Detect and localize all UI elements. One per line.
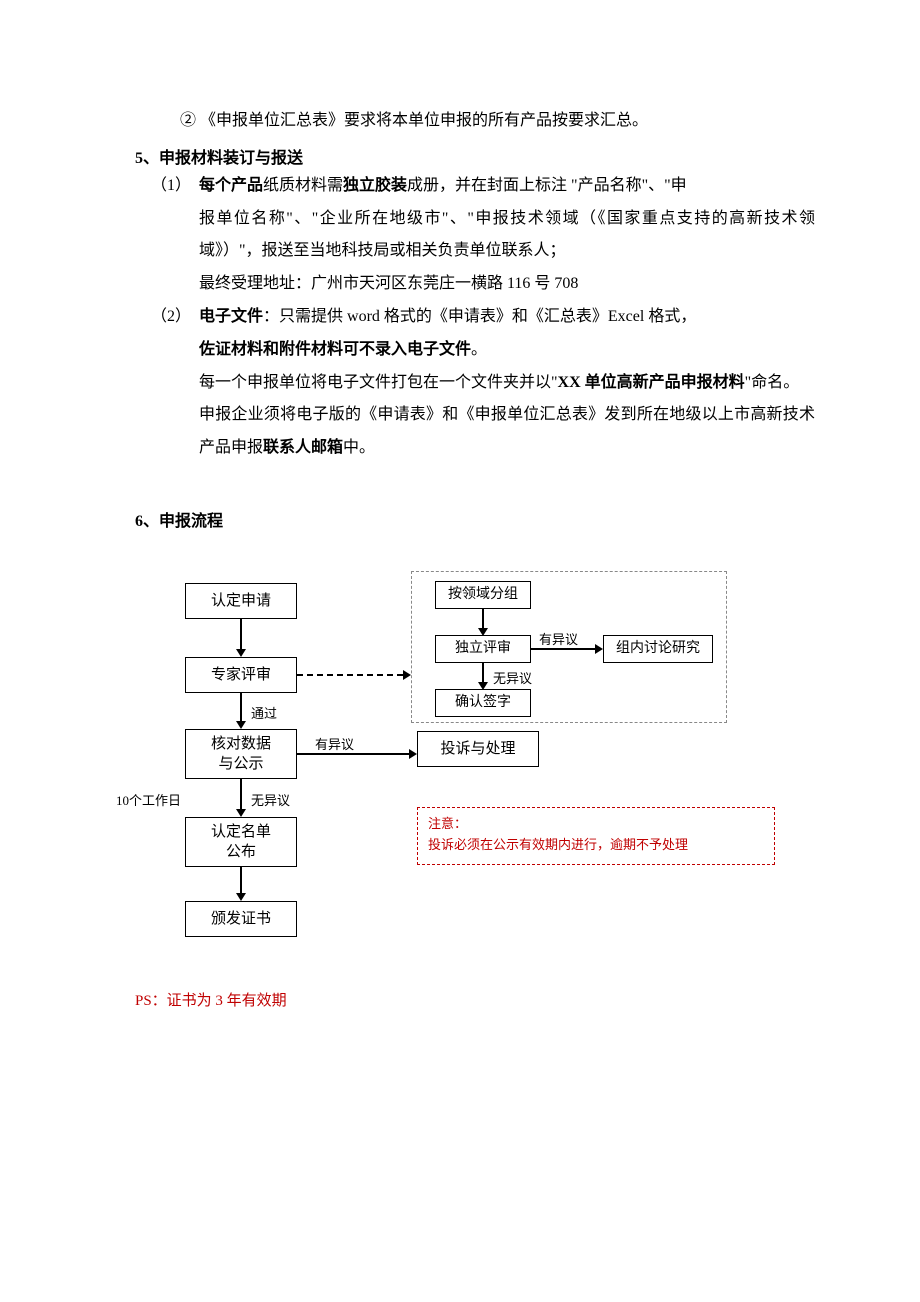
document-page: ② 《申报单位汇总表》要求将本单位申报的所有产品按要求汇总。 5、申报材料装订与… xyxy=(135,105,815,1010)
node-list-announce: 认定名单 公布 xyxy=(185,817,297,867)
item-2: （2）电子文件：只需提供 word 格式的《申请表》和《汇总表》Excel 格式… xyxy=(135,301,815,334)
item-1-cont: 报单位名称"、"企业所在地级市"、"申报技术领域（《国家重点支持的高新技术领域》… xyxy=(135,203,815,269)
arrow-s1-s2 xyxy=(482,609,484,628)
arrow-n2-group-dashed xyxy=(297,674,403,676)
label-has-objection-main: 有异议 xyxy=(315,734,354,753)
item-1-num: （1） xyxy=(151,170,199,203)
node-complaint: 投诉与处理 xyxy=(417,731,539,767)
node-issue-cert: 颁发证书 xyxy=(185,901,297,937)
label-no-objection-sub: 无异议 xyxy=(493,668,532,687)
node-expert-review: 专家评审 xyxy=(185,657,297,693)
subnode-group-by-domain: 按领域分组 xyxy=(435,581,531,609)
subnode-group-discuss: 组内讨论研究 xyxy=(603,635,713,663)
item-2-num: （2） xyxy=(151,301,199,334)
arrow-n2-n3 xyxy=(240,693,242,721)
label-has-objection-sub: 有异议 xyxy=(539,629,578,648)
arrow-n3-n4 xyxy=(240,779,242,809)
item-2-body: 电子文件：只需提供 word 格式的《申请表》和《汇总表》Excel 格式， xyxy=(199,301,811,334)
label-pass: 通过 xyxy=(251,703,277,722)
label-no-objection-main: 无异议 xyxy=(251,790,290,809)
heading-5: 5、申报材料装订与报送 xyxy=(135,144,815,168)
heading-6: 6、申报流程 xyxy=(135,507,815,531)
label-ten-days: 10个工作日 xyxy=(116,790,181,809)
para-circled-2: ② 《申报单位汇总表》要求将本单位申报的所有产品按要求汇总。 xyxy=(135,105,815,138)
note-box: 注意： 投诉必须在公示有效期内进行，逾期不予处理 xyxy=(417,807,775,865)
arrow-n1-n2 xyxy=(240,619,242,649)
item-1: （1）每个产品纸质材料需独立胶装成册，并在封面上标注 "产品名称"、"申 xyxy=(135,170,815,203)
item-2-line3: 每一个申报单位将电子文件打包在一个文件夹并以"XX 单位高新产品申报材料"命名。 xyxy=(135,367,815,400)
note-body: 投诉必须在公示有效期内进行，逾期不予处理 xyxy=(428,837,688,852)
flowchart: 认定申请 专家评审 核对数据 与公示 认定名单 公布 颁发证书 投诉与处理 按领… xyxy=(185,577,815,957)
arrow-s2-s3 xyxy=(482,663,484,682)
item-1-addr: 最终受理地址：广州市天河区东莞庄一横路 116 号 708 xyxy=(135,268,815,301)
item-2-line2: 佐证材料和附件材料可不录入电子文件。 xyxy=(135,334,815,367)
arrow-n4-n5 xyxy=(240,867,242,893)
item-1-body: 每个产品纸质材料需独立胶装成册，并在封面上标注 "产品名称"、"申 xyxy=(199,170,811,203)
node-verify-publish: 核对数据 与公示 xyxy=(185,729,297,779)
postscript: PS：证书为 3 年有效期 xyxy=(135,989,815,1010)
item-2-line4: 申报企业须将电子版的《申请表》和《申报单位汇总表》发到所在地级以上市高新技术产品… xyxy=(135,399,815,465)
arrow-s2-s4 xyxy=(531,648,595,650)
node-apply: 认定申请 xyxy=(185,583,297,619)
note-title: 注意： xyxy=(428,816,467,831)
subnode-confirm-sign: 确认签字 xyxy=(435,689,531,717)
arrow-n3-complaint xyxy=(297,753,409,755)
subnode-independent-review: 独立评审 xyxy=(435,635,531,663)
